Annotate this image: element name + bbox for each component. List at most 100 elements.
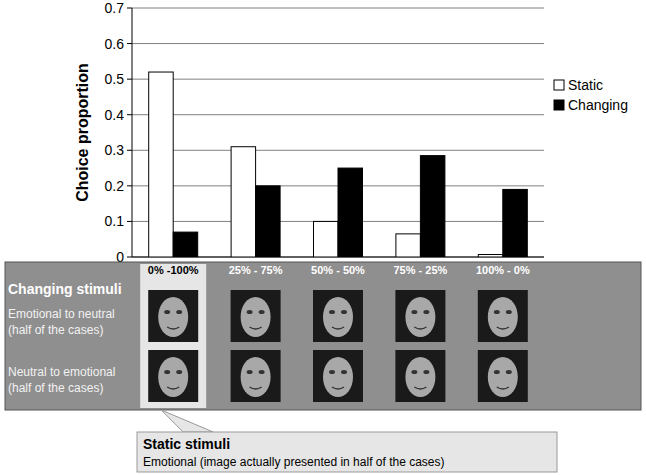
face-eye: [259, 370, 265, 374]
callout-title: Static stimuli: [143, 436, 230, 452]
grid-line: [132, 8, 544, 9]
tick-label: 0.1: [105, 213, 125, 229]
callout-box: [137, 432, 557, 472]
face-eye: [423, 310, 429, 314]
face-eye: [247, 370, 253, 374]
face-image: [478, 290, 528, 342]
static-column: [140, 264, 206, 408]
face: [323, 357, 353, 397]
tick-label: 0.6: [105, 36, 125, 52]
bar: [256, 186, 281, 257]
face-image: [313, 350, 363, 402]
face: [323, 297, 353, 337]
panel-text: (half of the cases): [8, 323, 103, 337]
category-label: 25% - 75%: [229, 264, 283, 276]
category-label: 50% - 50%: [311, 264, 365, 276]
face-image: [478, 350, 528, 402]
grid-line: [132, 150, 544, 151]
face: [488, 357, 518, 397]
face-mouth: [332, 387, 344, 389]
face-image: [395, 350, 445, 402]
face: [405, 297, 435, 337]
face: [241, 357, 271, 397]
panel-text: Emotional to neutral: [8, 307, 115, 321]
tick-mark: [127, 221, 132, 222]
face-mouth: [167, 327, 179, 329]
face-eye: [176, 310, 182, 314]
bar: [478, 255, 503, 257]
callout-pointer: [161, 410, 213, 432]
stimuli-panel: [5, 262, 641, 410]
face-mouth: [250, 327, 262, 329]
face-mouth: [497, 387, 509, 389]
face: [405, 357, 435, 397]
chart: 00.10.20.30.40.50.60.7Choice proportionS…: [0, 0, 646, 475]
legend-label: Changing: [568, 97, 628, 113]
face-mouth: [332, 327, 344, 329]
grid-line: [132, 79, 544, 80]
face: [158, 357, 188, 397]
face-eye: [494, 370, 500, 374]
face-mouth: [167, 387, 179, 389]
panel-text: (half of the cases): [8, 381, 103, 395]
face-eye: [423, 370, 429, 374]
face-eye: [259, 310, 265, 314]
tick-mark: [127, 79, 132, 80]
face-eye: [494, 310, 500, 314]
tick-mark: [127, 150, 132, 151]
face-eye: [176, 370, 182, 374]
bar: [149, 72, 174, 257]
face-image: [231, 290, 281, 342]
bar: [396, 234, 421, 257]
face-eye: [506, 370, 512, 374]
tick-label: 0.7: [105, 0, 125, 16]
face-eye: [411, 370, 417, 374]
face-eye: [506, 310, 512, 314]
panel-text: Neutral to emotional: [8, 365, 115, 379]
bar: [503, 189, 528, 257]
tick-label: 0.2: [105, 178, 125, 194]
face: [158, 297, 188, 337]
face-eye: [164, 370, 170, 374]
face-mouth: [414, 327, 426, 329]
tick-mark: [127, 43, 132, 44]
bars: [149, 72, 528, 257]
y-axis-title: Choice proportion: [74, 63, 91, 202]
face: [488, 297, 518, 337]
face-eye: [329, 310, 335, 314]
bar: [231, 147, 256, 257]
tick-mark: [127, 8, 132, 9]
tick-mark: [127, 257, 132, 258]
face-eye: [411, 310, 417, 314]
face-mouth: [250, 387, 262, 389]
face-eye: [164, 310, 170, 314]
category-label: 100% - 0%: [476, 264, 530, 276]
face-image: [148, 350, 198, 402]
tick-label: 0.3: [105, 142, 125, 158]
face-image: [231, 350, 281, 402]
bar: [420, 156, 445, 257]
grid-line: [132, 114, 544, 115]
legend-swatch: [554, 80, 564, 90]
bar: [173, 232, 198, 257]
tick-label: 0.4: [105, 107, 125, 123]
bar: [314, 221, 339, 257]
face-eye: [341, 370, 347, 374]
category-label: 75% - 25%: [393, 264, 447, 276]
face-eye: [341, 310, 347, 314]
panel-heading: Changing stimuli: [8, 281, 122, 297]
legend-label: Static: [568, 77, 603, 93]
face: [241, 297, 271, 337]
legend-swatch: [554, 100, 564, 110]
face-mouth: [497, 327, 509, 329]
face-image: [395, 290, 445, 342]
face-image: [148, 290, 198, 342]
face-mouth: [414, 387, 426, 389]
y-axis: [132, 8, 133, 257]
tick-mark: [127, 185, 132, 186]
face-eye: [247, 310, 253, 314]
tick-label: 0.5: [105, 71, 125, 87]
bar: [338, 168, 363, 257]
face-eye: [329, 370, 335, 374]
face-image: [313, 290, 363, 342]
